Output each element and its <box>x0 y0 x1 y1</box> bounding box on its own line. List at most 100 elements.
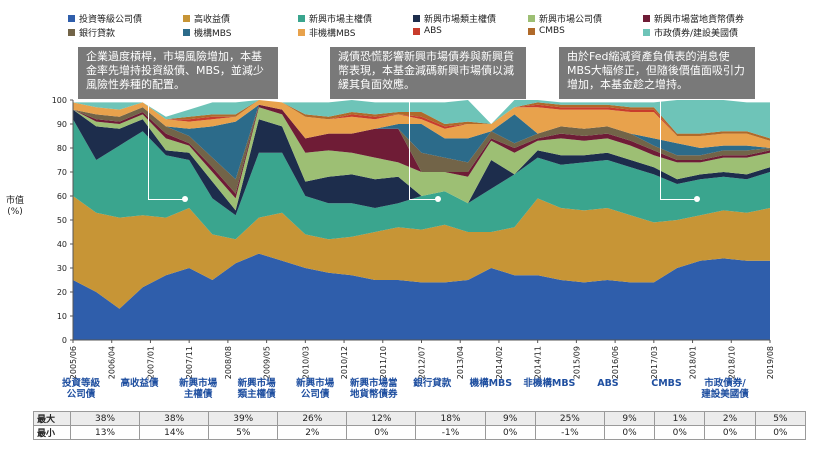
x-tick-label: 2019/08 <box>766 346 775 379</box>
stats-cell-max: 12% <box>346 411 417 426</box>
y-tick-label: 10 <box>57 312 67 321</box>
annotation-2: 減債恐慌影響新興市場債券與新興貨幣表現，本基金減碼新興市場債以減緩其負面效應。 <box>330 47 526 99</box>
annotation-1-dot <box>182 196 188 202</box>
x-tick-label: 2012/07 <box>418 346 427 379</box>
x-tick-label: 2017/03 <box>650 346 659 379</box>
stats-cell-min: 14% <box>139 425 210 440</box>
stats-cell-min: 5% <box>208 425 279 440</box>
y-tick-label: 100 <box>52 96 67 105</box>
legend-item: 投資等級公司債 <box>68 12 142 25</box>
stats-cell-max: 38% <box>139 411 210 426</box>
legend-label: 銀行貸款 <box>79 29 116 39</box>
x-tick-label: 2016/06 <box>611 346 620 379</box>
legend-item: CMBS <box>528 26 565 36</box>
legend-label: 新興市場當地貨幣債券 <box>654 15 745 25</box>
area-series-3 <box>73 109 770 216</box>
category-label: 投資等級 公司債 <box>61 378 100 400</box>
area-series-1 <box>73 196 770 309</box>
legend-item: 新興市場主權債 <box>298 12 372 25</box>
legend-item: 新興市場類主權債 <box>413 12 496 25</box>
category-label: 銀行貸款 <box>413 378 452 389</box>
x-tick-label: 2005/06 <box>69 346 78 379</box>
area-series-4 <box>73 107 770 211</box>
x-tick-label: 2011/10 <box>379 346 388 379</box>
category-label: 新興市場 主權債 <box>179 378 218 400</box>
x-tick-label: 2006/04 <box>108 346 117 379</box>
x-tick-label: 2008/08 <box>224 346 233 379</box>
y-tick-label: 60 <box>57 192 67 201</box>
legend-swatch <box>183 29 190 36</box>
legend-item: 高收益債 <box>183 12 230 25</box>
stats-cell-min: 0% <box>654 425 706 440</box>
legend-swatch <box>68 29 75 36</box>
category-label: 新興市場 類主權債 <box>237 378 276 400</box>
legend-label: 新興市場公司債 <box>539 15 603 25</box>
y-tick-label: 0 <box>62 336 67 345</box>
category-label: 新興市場當 地貨幣債券 <box>349 378 398 400</box>
legend-label: CMBS <box>539 26 565 36</box>
stats-cell-max: 26% <box>277 411 348 426</box>
stats-cell-min: 0% <box>346 425 417 440</box>
y-tick-label: 30 <box>57 264 67 273</box>
y-axis-label: 市值 (%) <box>6 196 25 217</box>
annotation-1: 企業過度槓桿，市場風險增加，本基金率先增持投資級債、MBS，並減少風險性券種的配… <box>78 47 278 99</box>
legend-label: 高收益債 <box>194 15 231 25</box>
stats-cell-max: 9% <box>484 411 536 426</box>
legend-swatch <box>413 15 420 22</box>
legend-label: 新興市場類主權債 <box>424 15 497 25</box>
annotation-3-dot <box>694 196 700 202</box>
legend-item: 機構MBS <box>183 26 232 39</box>
x-tick-label: 2007/11 <box>185 346 194 379</box>
category-labels: 投資等級 公司債 高收益債 新興市場 主權債 新興市場 類主權債 新興市場 公司債 新興市… <box>0 378 830 408</box>
category-label: 高收益債 <box>120 378 159 389</box>
area-series-8 <box>73 100 770 148</box>
stats-cell-min: 0% <box>603 425 656 440</box>
stats-cell-min: -1% <box>534 425 605 440</box>
category-label: 機構MBS <box>469 378 513 389</box>
stats-row-min: 最小 13% 14% 5% 2% 0% -1% 0% -1% 0% 0% 0% 0% <box>33 425 807 440</box>
y-tick-label: 90 <box>57 120 67 129</box>
area-series-5 <box>73 104 770 199</box>
stats-row-label: 最大 <box>33 411 71 426</box>
stats-cell-min: 0% <box>704 425 756 440</box>
x-tick-label: 2009/05 <box>263 346 272 379</box>
area-series-7 <box>73 104 770 180</box>
category-label: 新興市場 公司債 <box>296 378 335 400</box>
legend-label: ABS <box>424 26 442 36</box>
legend-swatch <box>68 15 75 22</box>
stats-cell-max: 1% <box>654 411 706 426</box>
stats-cell-max: 18% <box>415 411 486 426</box>
x-tick-label: 2014/02 <box>495 346 504 379</box>
y-tick-label: 40 <box>57 240 67 249</box>
x-tick-label: 2010/12 <box>340 346 349 379</box>
stats-row-label: 最小 <box>33 425 71 440</box>
annotation-2-leader <box>409 99 439 200</box>
stats-cell-max: 39% <box>208 411 279 426</box>
legend-swatch <box>528 15 535 22</box>
category-label: CMBS <box>651 378 682 389</box>
stats-cell-min: -1% <box>415 425 486 440</box>
legend-label: 非機構MBS <box>309 29 356 39</box>
x-tick-label: 2007/01 <box>146 346 155 379</box>
legend-item: 非機構MBS <box>298 26 356 39</box>
annotation-3-leader <box>660 99 698 200</box>
stats-cell-max: 9% <box>603 411 656 426</box>
legend-item: 市政債券/建設美國債 <box>643 26 738 39</box>
x-tick-label: 2010/03 <box>301 346 310 379</box>
annotation-2-dot <box>435 196 441 202</box>
stats-row-max: 最大 38% 38% 39% 26% 12% 18% 9% 25% 9% 1% 2% 5% <box>33 411 807 426</box>
stats-cell-min: 2% <box>277 425 348 440</box>
x-tick-label: 2018/01 <box>689 346 698 379</box>
legend-swatch <box>643 29 650 36</box>
y-tick-label: 70 <box>57 168 67 177</box>
stats-table: 最大 38% 38% 39% 26% 12% 18% 9% 25% 9% 1% 2% 5% 最小 13… <box>33 411 807 440</box>
stats-cell-min: 0% <box>754 425 807 440</box>
stats-cell-min: 0% <box>484 425 536 440</box>
stats-cell-max: 25% <box>534 411 605 426</box>
legend-swatch <box>643 15 650 22</box>
legend-swatch <box>413 27 420 35</box>
legend-item: 新興市場當地貨幣債券 <box>643 12 744 25</box>
legend-label: 新興市場主權債 <box>309 15 373 25</box>
legend-label: 市政債券/建設美國債 <box>654 29 739 39</box>
annotation-1-leader <box>148 99 186 200</box>
